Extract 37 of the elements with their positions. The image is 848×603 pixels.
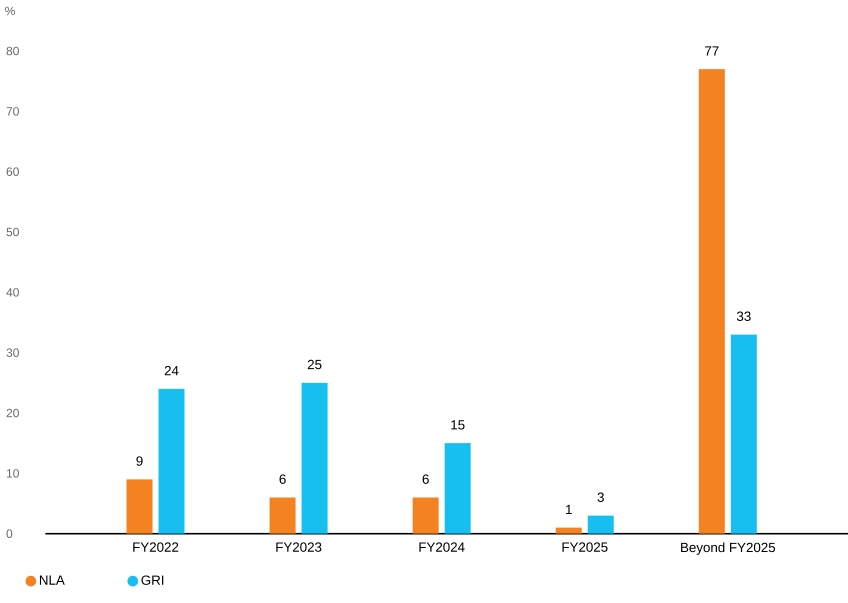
y-tick-label: 50	[6, 228, 19, 236]
bar	[158, 388, 185, 534]
y-tick-label: 10	[6, 469, 19, 478]
x-tick-label: FY2022	[133, 542, 178, 552]
bar	[126, 479, 153, 534]
x-tick-label: FY2023	[276, 542, 322, 552]
data-label: 1	[566, 504, 572, 514]
y-tick-label: 70	[6, 107, 19, 116]
bar	[302, 382, 328, 534]
data-label: 6	[280, 474, 286, 484]
y-tick-label: 60	[6, 167, 19, 176]
bar	[698, 69, 725, 534]
x-tick-label: FY2025	[562, 542, 608, 552]
y-tick-label: 80	[6, 46, 19, 56]
y-axis-title: %	[5, 6, 15, 16]
bar	[444, 443, 471, 534]
y-tick-label: 0	[6, 529, 12, 538]
bar	[588, 516, 614, 534]
data-label: 6	[422, 474, 429, 484]
bar	[412, 497, 439, 534]
x-tick-label: FY2024	[419, 542, 465, 552]
data-label: 24	[164, 366, 179, 376]
data-label: 15	[451, 420, 465, 430]
bar	[556, 528, 582, 534]
data-label: 3	[598, 492, 604, 502]
data-label: 9	[136, 456, 143, 466]
data-label: 77	[705, 46, 719, 56]
y-tick-label: 20	[6, 408, 19, 418]
legend-label: GRI	[141, 575, 164, 585]
bar	[730, 334, 757, 534]
bar	[270, 497, 296, 534]
data-label: 33	[736, 312, 751, 321]
legend-label: NLA	[40, 576, 65, 585]
data-label: 25	[308, 360, 322, 370]
x-tick-label: Beyond FY2025	[681, 542, 776, 555]
y-tick-label: 40	[6, 288, 19, 297]
y-tick-label: 30	[6, 348, 19, 357]
